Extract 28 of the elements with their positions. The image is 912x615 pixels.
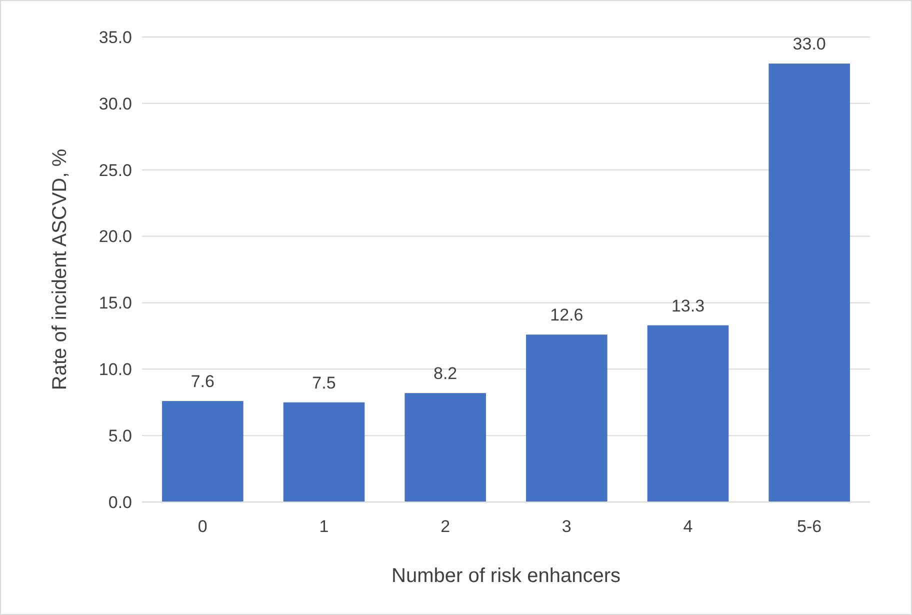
bar: [526, 334, 608, 502]
data-label: 12.6: [550, 306, 584, 325]
y-tick-label: 0.0: [108, 492, 132, 512]
x-tick-label: 5-6: [797, 517, 822, 536]
x-tick-label: 1: [319, 517, 329, 536]
y-tick-label: 25.0: [98, 160, 132, 180]
data-label: 8.2: [434, 364, 458, 384]
bar: [404, 393, 486, 502]
x-tick-label: 3: [562, 517, 572, 536]
data-label: 13.3: [671, 296, 705, 316]
data-label: 33.0: [792, 34, 826, 54]
y-tick-label: 20.0: [98, 227, 132, 246]
y-axis-title: Rate of incident ASCVD, %: [49, 148, 71, 390]
y-tick-label: 35.0: [98, 28, 132, 47]
data-label: 7.6: [190, 372, 214, 392]
y-tick-label: 10.0: [98, 360, 132, 380]
bar: [162, 401, 244, 502]
bar: [768, 64, 850, 502]
bar: [647, 325, 729, 502]
data-label: 7.5: [312, 373, 336, 392]
y-tick-label: 30.0: [98, 94, 132, 114]
y-tick-label: 5.0: [108, 426, 132, 446]
x-tick-label: 4: [683, 517, 693, 536]
y-tick-label: 15.0: [98, 294, 132, 313]
x-axis-title: Number of risk enhancers: [392, 565, 620, 587]
x-tick-label: 0: [198, 517, 208, 536]
x-tick-label: 2: [440, 517, 450, 536]
bar: [283, 402, 365, 502]
